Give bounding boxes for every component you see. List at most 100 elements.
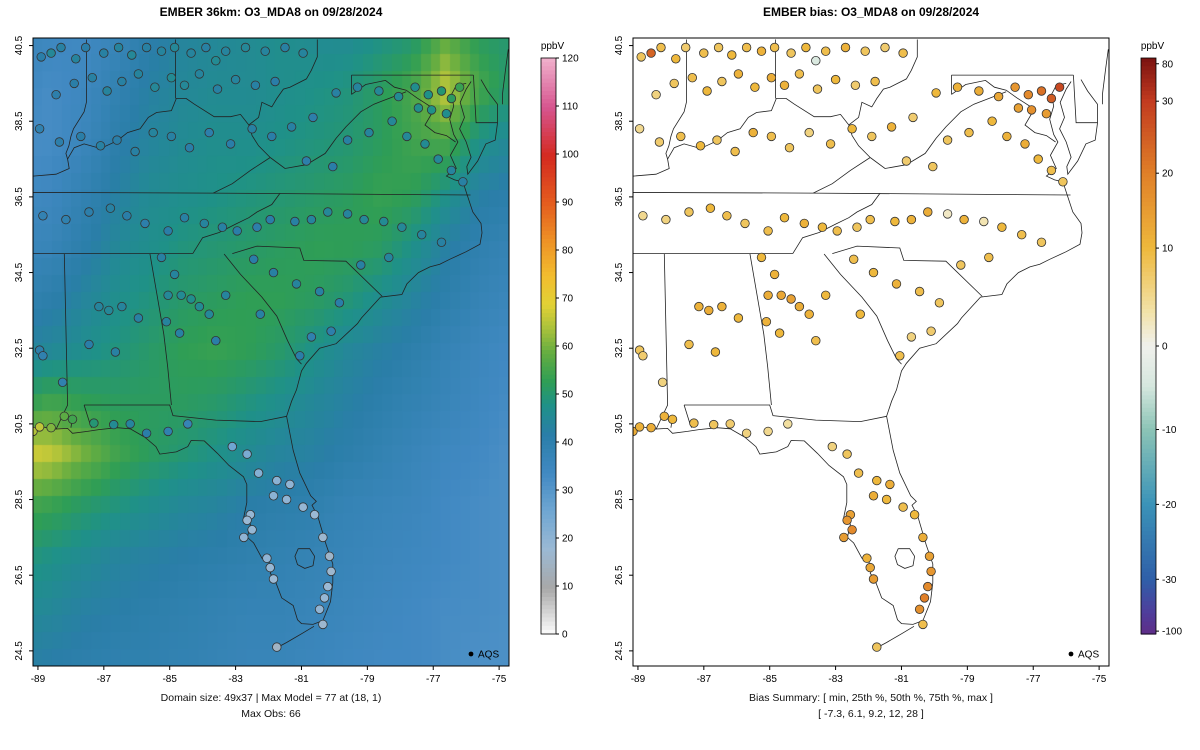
aqs-station-marker	[865, 214, 875, 225]
aqs-station-marker	[61, 214, 71, 225]
aqs-station-marker	[891, 279, 902, 289]
aqs-station-marker	[865, 562, 875, 573]
aqs-station-marker	[268, 491, 279, 501]
aqs-station-marker	[880, 42, 890, 53]
aqs-station-marker	[324, 551, 335, 562]
aqs-station-marker	[786, 48, 796, 58]
aqs-station-marker	[420, 139, 430, 149]
aqs-legend-dot	[1068, 651, 1074, 657]
aqs-station-marker	[717, 76, 727, 87]
aqs-station-marker	[934, 298, 945, 308]
aqs-station-marker	[46, 423, 56, 433]
aqs-station-marker	[1036, 86, 1047, 96]
aqs-station-marker	[786, 294, 796, 304]
colorbar: ppbV 0 10 20 30 40 50 60 70 80 90 100 110 120	[540, 41, 579, 641]
aqs-station-marker	[868, 574, 879, 584]
aqs-station-marker	[268, 574, 279, 584]
aqs-station-marker	[756, 252, 767, 263]
aqs-station-marker	[291, 279, 302, 289]
aqs-station-marker	[166, 72, 177, 83]
svg-text:-79: -79	[960, 674, 975, 685]
aqs-station-marker	[1010, 82, 1020, 92]
aqs-station-marker	[413, 103, 424, 113]
aqs-station-marker	[687, 72, 698, 83]
aqs-station-marker	[140, 218, 150, 229]
svg-text:32.5: 32.5	[614, 338, 625, 358]
aqs-station-marker	[848, 254, 859, 264]
colorbar-tick-label: 40	[562, 438, 574, 449]
aqs-station-marker	[265, 214, 275, 225]
colorbar-tick-label: -30	[1162, 575, 1177, 586]
aqs-station-marker	[931, 88, 941, 98]
aqs-station-marker	[918, 619, 928, 630]
aqs-station-marker	[830, 74, 841, 85]
svg-text:28.5: 28.5	[14, 489, 25, 509]
aqs-station-marker	[141, 42, 152, 53]
svg-text:40.5: 40.5	[14, 35, 25, 55]
left-panel: EMBER 36km: O3_MDA8 on 09/28/2024 -89 -87…	[14, 5, 579, 720]
aqs-station-marker	[794, 301, 805, 312]
colorbar-tick-label: 80	[562, 246, 574, 257]
aqs-station-marker	[402, 131, 412, 142]
aqs-station-marker	[436, 237, 447, 248]
aqs-station-marker	[867, 131, 877, 142]
aqs-station-marker	[67, 414, 78, 425]
svg-text:-75: -75	[492, 674, 507, 685]
aqs-station-marker	[76, 131, 86, 142]
aqs-station-marker	[201, 42, 211, 53]
aqs-station-marker	[272, 642, 282, 652]
left-map-svg: -89 -87 -85 -83 -81 -79 -77 -75 24.5 26.5 28.5 30.5…	[14, 35, 579, 685]
aqs-station-marker	[974, 86, 984, 96]
aqs-station-marker	[417, 229, 427, 240]
colorbar-tick-label: 80	[1162, 59, 1174, 70]
aqs-station-marker	[710, 347, 721, 357]
y-axis: 24.5 26.5 28.5 30.5 32.5 34.5 36.5 38.5 40.5	[614, 35, 633, 661]
svg-text:28.5: 28.5	[614, 489, 625, 509]
aqs-station-marker	[1026, 105, 1037, 115]
aqs-station-marker	[656, 42, 666, 53]
aqs-station-marker	[220, 46, 231, 56]
aqs-station-marker	[285, 479, 295, 490]
aqs-station-marker	[646, 48, 656, 58]
aqs-station-marker	[684, 339, 694, 350]
aqs-station-marker	[46, 48, 56, 58]
aqs-station-marker	[1013, 103, 1024, 113]
aqs-station-marker	[779, 80, 790, 91]
aqs-station-marker	[99, 48, 109, 58]
colorbar-tick-label: 120	[562, 54, 579, 65]
right-map-svg: -89 -87 -85 -83 -81 -79 -77 -75 24.5 26.5 28.5 30.5…	[614, 35, 1182, 685]
aqs-station-marker	[1046, 93, 1057, 104]
aqs-station-marker	[794, 69, 805, 79]
right-panel-title: EMBER bias: O3_MDA8 on 09/28/2024	[762, 5, 980, 19]
aqs-station-marker	[186, 294, 196, 304]
aqs-station-marker	[250, 80, 261, 91]
aqs-station-marker	[232, 226, 242, 236]
aqs-station-marker	[125, 419, 135, 429]
left-caption-maxobs: Max Obs: 66	[241, 708, 301, 720]
aqs-station-marker	[174, 328, 185, 338]
aqs-station-marker	[717, 301, 727, 312]
aqs-station-marker	[779, 212, 790, 223]
aqs-station-marker	[1041, 108, 1052, 119]
aqs-station-marker	[54, 137, 65, 147]
aqs-station-marker	[959, 214, 969, 225]
colorbar-tick-label: 90	[562, 198, 574, 209]
aqs-station-marker	[1046, 165, 1057, 176]
aqs-station-marker	[909, 510, 920, 520]
aqs-station-marker	[923, 581, 933, 592]
aqs-station-marker	[51, 89, 61, 100]
x-axis: -89 -87 -85 -83 -81 -79 -77 -75	[31, 666, 507, 685]
aqs-station-marker	[34, 422, 45, 432]
aqs-station-marker	[914, 286, 925, 297]
aqs-station-marker	[169, 42, 180, 53]
aqs-station-marker	[763, 426, 773, 437]
aqs-station-marker	[117, 301, 127, 312]
aqs-station-marker	[926, 566, 936, 577]
aqs-station-marker	[890, 216, 900, 227]
aqs-station-marker	[634, 124, 645, 134]
aqs-station-marker	[255, 309, 265, 319]
aqs-station-marker	[689, 418, 699, 428]
svg-text:30.5: 30.5	[614, 414, 625, 434]
aqs-legend-label: AQS	[478, 650, 499, 661]
aqs-station-marker	[211, 56, 221, 66]
